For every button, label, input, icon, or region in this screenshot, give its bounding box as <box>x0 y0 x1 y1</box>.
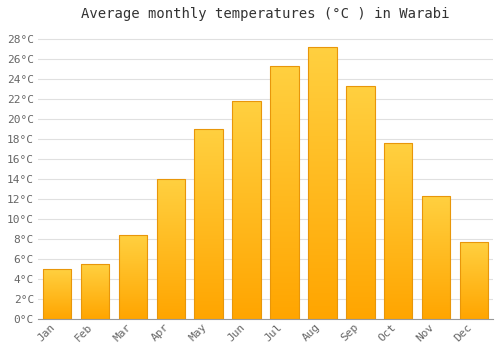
Bar <box>384 143 412 319</box>
Bar <box>81 264 109 319</box>
Bar <box>43 269 72 319</box>
Bar <box>232 101 261 319</box>
Bar <box>118 235 147 319</box>
Bar <box>460 242 488 319</box>
Bar <box>156 179 185 319</box>
Bar <box>422 196 450 319</box>
Title: Average monthly temperatures (°C ) in Warabi: Average monthly temperatures (°C ) in Wa… <box>82 7 450 21</box>
Bar <box>194 129 223 319</box>
Bar <box>346 86 374 319</box>
Bar <box>308 47 336 319</box>
Bar <box>270 66 299 319</box>
